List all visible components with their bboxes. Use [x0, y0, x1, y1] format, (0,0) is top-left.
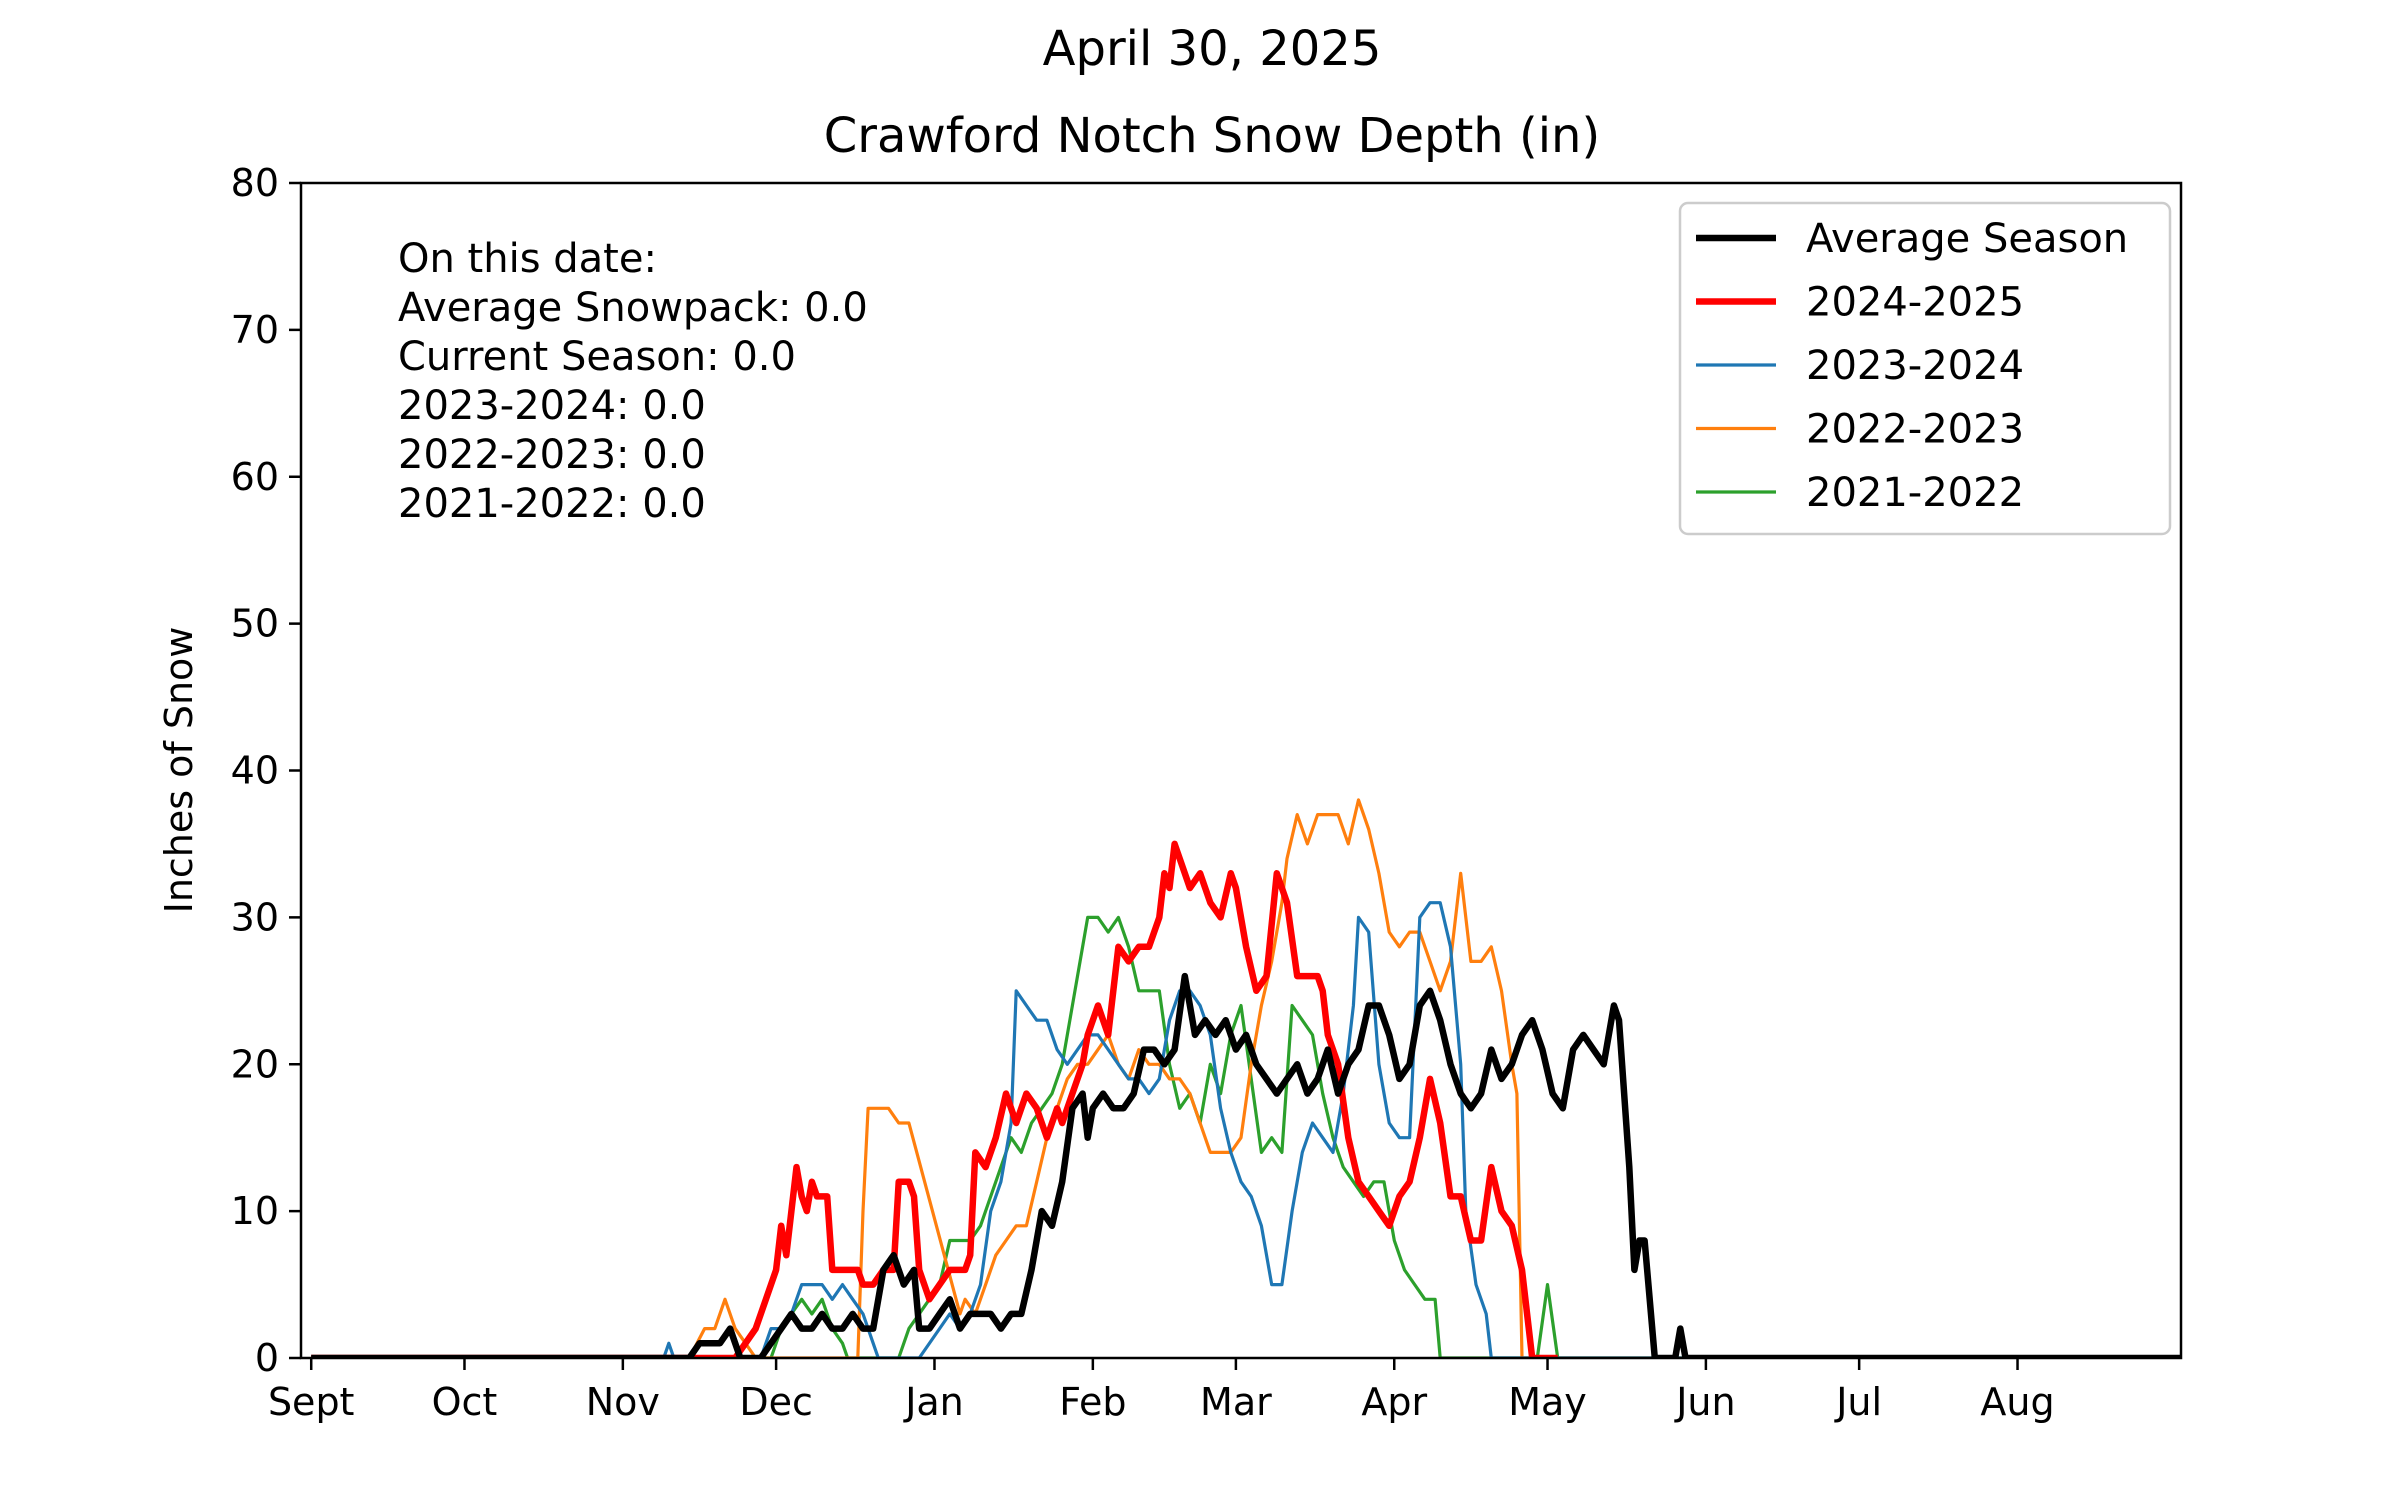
- annotation-line: 2021-2022: 0.0: [398, 481, 706, 527]
- x-tick-label: Mar: [1200, 1380, 1272, 1424]
- y-tick-label: 0: [255, 1336, 279, 1380]
- x-tick-label: Jul: [1834, 1380, 1882, 1424]
- x-tick-label: May: [1508, 1380, 1587, 1424]
- y-tick-label: 20: [231, 1042, 279, 1086]
- legend: Average Season 2024-2025 2023-2024 2022-202…: [1678, 201, 2172, 536]
- annotation-line: Current Season: 0.0: [398, 334, 796, 380]
- x-tick-label: Apr: [1361, 1380, 1427, 1424]
- y-tick-label: 80: [231, 161, 279, 205]
- y-tick-label: 30: [231, 895, 279, 939]
- x-tick-label: Aug: [1980, 1380, 2054, 1424]
- chart-date-title: April 30, 2025: [1043, 21, 1382, 77]
- series-line-2023-2024: [311, 901, 2181, 1358]
- legend-box: [1678, 201, 2172, 536]
- y-axis: 0 10 20 30 40 50 60 70 80: [231, 161, 301, 1380]
- legend-label: 2023-2024: [1806, 343, 2024, 389]
- annotation-line: Average Snowpack: 0.0: [398, 285, 868, 331]
- legend-label: 2021-2022: [1806, 470, 2024, 516]
- x-tick-label: Oct: [432, 1380, 498, 1424]
- chart-title: Crawford Notch Snow Depth (in): [824, 108, 1600, 164]
- annotation-line: On this date:: [398, 236, 657, 282]
- annotation-line: 2022-2023: 0.0: [398, 432, 706, 478]
- x-axis: Sept Oct Nov Dec Jan Feb Mar Apr May Jun Jul Aug: [268, 1358, 2055, 1424]
- x-tick-label: Dec: [739, 1380, 813, 1424]
- y-tick-label: 50: [231, 602, 279, 646]
- legend-label: 2022-2023: [1806, 407, 2024, 453]
- y-axis-label: Inches of Snow: [157, 627, 201, 914]
- y-tick-label: 40: [231, 749, 279, 793]
- y-tick-label: 60: [231, 455, 279, 499]
- annotation-line: 2023-2024: 0.0: [398, 383, 706, 429]
- series-layer: [311, 798, 2181, 1358]
- series-line-average-season: [311, 972, 2181, 1358]
- x-tick-label: Feb: [1059, 1380, 1126, 1424]
- x-tick-label: Jun: [1674, 1380, 1735, 1424]
- legend-label: Average Season: [1806, 216, 2128, 262]
- series-line-2024-2025: [311, 840, 1558, 1358]
- x-tick-label: Sept: [268, 1380, 355, 1424]
- y-tick-label: 10: [231, 1189, 279, 1233]
- x-tick-label: Jan: [903, 1380, 964, 1424]
- x-tick-label: Nov: [586, 1380, 660, 1424]
- legend-label: 2024-2025: [1806, 280, 2024, 326]
- y-tick-label: 70: [231, 308, 279, 352]
- on-this-date-annotation: On this date:Average Snowpack: 0.0Curren…: [398, 236, 868, 527]
- series-line-2022-2023: [311, 798, 2181, 1358]
- series-line-2021-2022: [311, 915, 2181, 1358]
